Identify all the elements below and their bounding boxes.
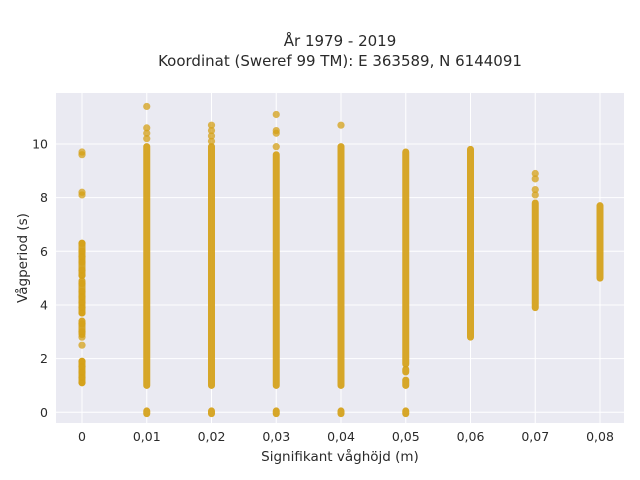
data-point <box>272 110 280 119</box>
y-axis-label: Vågperiod (s) <box>14 213 31 303</box>
data-point-band <box>143 407 151 418</box>
data-point-band <box>467 145 474 341</box>
data-point <box>337 121 345 129</box>
y-tick-label: 2 <box>40 351 48 366</box>
data-point <box>531 175 539 183</box>
data-point <box>272 143 280 151</box>
data-point <box>78 320 86 328</box>
data-point <box>143 102 151 111</box>
data-point <box>78 148 86 156</box>
data-point-band <box>208 143 215 389</box>
data-point <box>531 169 539 178</box>
data-point-band <box>402 148 410 368</box>
data-point <box>272 126 280 135</box>
x-tick-label: 0,01 <box>133 429 161 444</box>
x-tick-label: 0 <box>78 429 86 444</box>
data-point <box>78 309 86 317</box>
data-point <box>78 293 86 301</box>
data-point-band <box>402 365 410 376</box>
data-point-band <box>402 407 410 418</box>
data-point-band <box>272 407 280 418</box>
data-point <box>143 129 151 137</box>
chart-title-line2: Koordinat (Sweref 99 TM): E 363589, N 61… <box>158 52 522 70</box>
x-tick-labels: 0 0,01 0,02 0,03 0,04 0,05 0,06 0,07 0,08 <box>78 429 614 444</box>
data-point <box>78 247 86 255</box>
x-tick-label: 0,06 <box>457 429 485 444</box>
data-point-band <box>402 376 410 389</box>
data-point <box>78 363 86 371</box>
data-point <box>78 328 86 336</box>
x-tick-label: 0,02 <box>198 429 226 444</box>
y-tick-label: 4 <box>40 297 48 312</box>
data-point <box>78 188 86 196</box>
x-tick-label: 0,05 <box>392 429 420 444</box>
x-axis-label: Signifikant våghöjd (m) <box>261 448 419 465</box>
data-point <box>78 287 86 296</box>
data-point-band <box>143 143 151 389</box>
data-point <box>78 239 86 247</box>
data-point-band <box>208 407 215 418</box>
data-points <box>78 102 604 418</box>
x-tick-label: 0,07 <box>521 429 549 444</box>
data-point-band <box>531 199 539 312</box>
data-point <box>78 258 86 266</box>
data-point <box>207 121 216 129</box>
data-point <box>78 357 86 365</box>
data-point-band <box>272 151 280 389</box>
data-point <box>78 271 86 280</box>
data-point <box>207 126 216 135</box>
data-point-band <box>337 143 345 389</box>
data-point <box>78 298 86 306</box>
data-point <box>78 253 86 261</box>
data-point-band <box>337 407 345 418</box>
data-point <box>143 135 151 143</box>
y-tick-label: 0 <box>40 405 48 420</box>
data-point <box>78 379 86 387</box>
data-point <box>207 132 216 140</box>
chart-title-line1: År 1979 - 2019 <box>284 31 397 50</box>
y-tick-label: 8 <box>40 190 48 205</box>
x-tick-label: 0,04 <box>327 429 355 444</box>
data-point <box>78 373 86 381</box>
data-point-band <box>596 202 604 282</box>
data-point <box>78 341 86 349</box>
x-tick-label: 0,03 <box>262 429 290 444</box>
data-point <box>78 279 86 288</box>
data-point <box>531 185 539 194</box>
data-point <box>207 137 216 145</box>
y-tick-label: 10 <box>32 136 48 151</box>
data-point <box>78 304 86 312</box>
x-tick-label: 0,08 <box>586 429 614 444</box>
data-point <box>78 368 86 376</box>
data-point <box>531 191 539 199</box>
y-tick-label: 6 <box>40 244 48 259</box>
data-point <box>78 333 86 341</box>
data-point <box>143 124 151 132</box>
y-tick-labels: 0 2 4 6 8 10 <box>32 136 48 419</box>
data-point <box>78 266 86 274</box>
